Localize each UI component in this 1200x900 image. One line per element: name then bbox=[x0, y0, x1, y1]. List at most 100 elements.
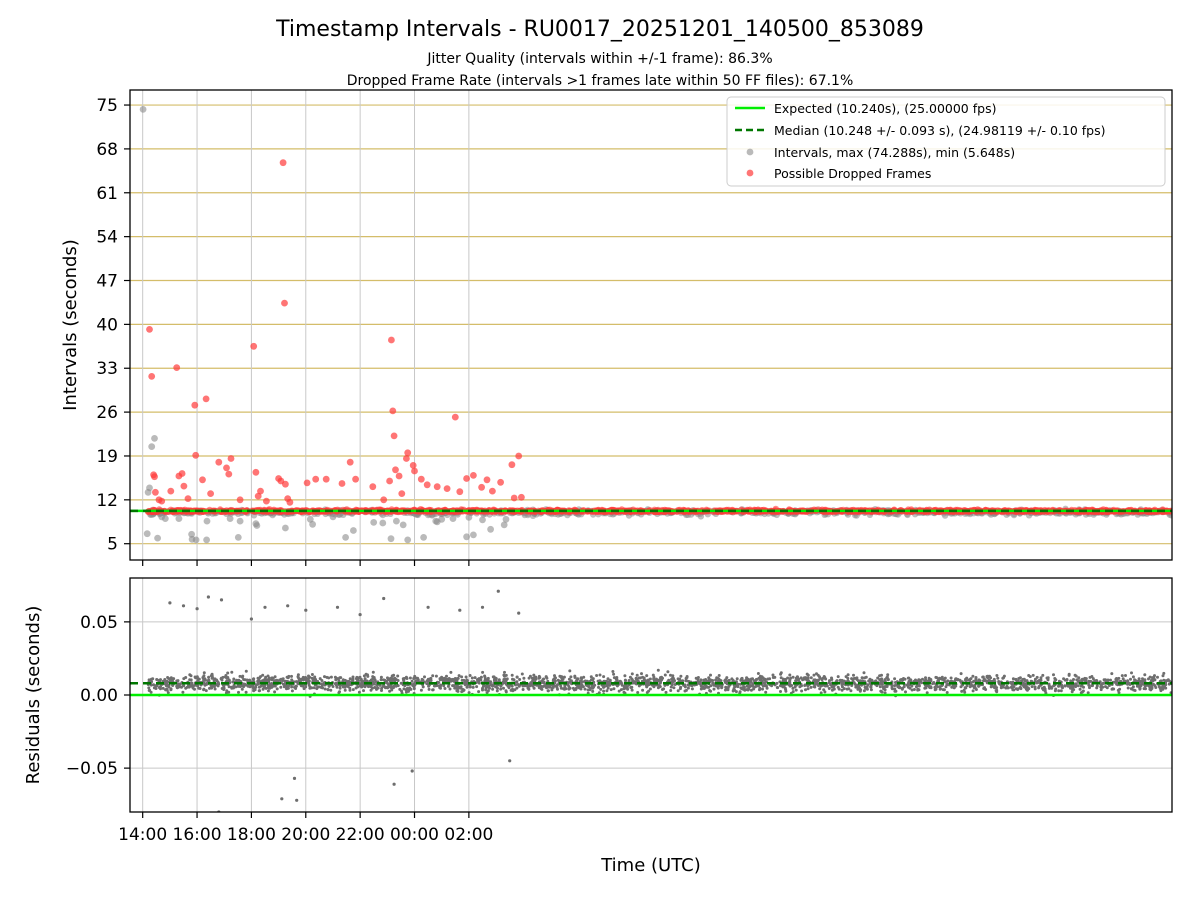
residual-point bbox=[312, 686, 316, 690]
residual-point bbox=[546, 684, 549, 688]
residual-point bbox=[676, 689, 680, 693]
residual-point bbox=[1161, 674, 1165, 678]
residual-point bbox=[513, 688, 517, 692]
residual-point bbox=[1069, 679, 1073, 683]
dropped-frame-outlier bbox=[146, 326, 153, 333]
residual-point bbox=[973, 686, 977, 690]
residual-point bbox=[969, 677, 973, 681]
residual-point bbox=[794, 679, 798, 683]
residual-point bbox=[1152, 682, 1155, 686]
residual-point bbox=[551, 678, 555, 682]
residual-point bbox=[225, 689, 229, 693]
dropped-frame-outlier bbox=[167, 487, 175, 495]
residual-point bbox=[1124, 674, 1127, 677]
residual-point bbox=[1091, 677, 1095, 681]
residual-point bbox=[338, 676, 342, 680]
residual-point bbox=[325, 675, 329, 679]
residual-point bbox=[858, 679, 862, 683]
residual-point bbox=[1144, 687, 1147, 691]
residual-point bbox=[372, 677, 376, 681]
residual-point bbox=[1083, 676, 1087, 680]
residual-point bbox=[679, 674, 683, 678]
residual-point bbox=[169, 676, 173, 680]
dropped-frame-outlier bbox=[223, 464, 230, 472]
interval-outlier bbox=[438, 515, 446, 523]
residual-point bbox=[899, 678, 902, 682]
residual-point bbox=[307, 677, 310, 680]
residual-point bbox=[502, 686, 505, 690]
residual-point bbox=[196, 676, 199, 680]
residual-point bbox=[521, 688, 525, 691]
residual-point bbox=[256, 681, 260, 685]
residual-point bbox=[669, 689, 673, 692]
residual-point bbox=[449, 678, 453, 681]
residual-point bbox=[299, 679, 303, 682]
residual-point bbox=[974, 676, 978, 679]
residual-point bbox=[813, 678, 817, 682]
residual-point bbox=[413, 676, 416, 680]
residual-point bbox=[545, 676, 549, 680]
residual-point bbox=[758, 674, 762, 678]
residual-point bbox=[271, 684, 275, 688]
residual-point bbox=[361, 680, 364, 684]
residual-point bbox=[170, 679, 174, 683]
residual-point bbox=[821, 676, 825, 680]
residual-point bbox=[307, 674, 310, 678]
residual-point bbox=[468, 674, 472, 677]
residual-point bbox=[243, 678, 247, 682]
residual-point bbox=[647, 678, 650, 682]
dropped-frame-outlier bbox=[250, 342, 258, 350]
dropped-frame-outlier bbox=[470, 472, 477, 479]
residual-point bbox=[745, 684, 749, 688]
residual-point bbox=[971, 674, 975, 678]
residual-point bbox=[996, 676, 1000, 680]
interval-outlier bbox=[500, 521, 508, 529]
residual-point bbox=[366, 674, 370, 678]
residual-point bbox=[605, 684, 609, 688]
residual-point bbox=[882, 687, 886, 691]
residual-point bbox=[636, 691, 640, 694]
residual-point bbox=[341, 685, 345, 689]
residual-point bbox=[251, 685, 255, 689]
dropped-frame-outlier bbox=[257, 487, 264, 495]
interval-outlier bbox=[420, 534, 427, 541]
residual-point bbox=[984, 688, 988, 691]
residual-point bbox=[348, 686, 352, 690]
residual-point bbox=[724, 688, 727, 692]
residual-point bbox=[523, 684, 527, 688]
residual-point bbox=[335, 681, 339, 685]
residual-point bbox=[1150, 678, 1153, 682]
residual-point bbox=[481, 670, 485, 674]
dropped-frame-outlier bbox=[252, 468, 260, 476]
residual-point bbox=[910, 688, 914, 692]
residual-point bbox=[1011, 677, 1015, 681]
residual-point bbox=[532, 673, 536, 677]
residual-point bbox=[564, 687, 568, 691]
residual-point bbox=[279, 685, 283, 689]
residual-point bbox=[273, 684, 277, 688]
residual-point bbox=[1110, 672, 1114, 676]
residual-point bbox=[709, 673, 712, 677]
residual-point bbox=[1129, 687, 1133, 691]
residual-point bbox=[404, 690, 408, 694]
residual-point bbox=[789, 676, 793, 680]
residual-point bbox=[827, 687, 831, 690]
residual-point bbox=[1133, 678, 1137, 682]
residual-point bbox=[1141, 677, 1144, 681]
residual-point bbox=[386, 676, 389, 680]
residual-point bbox=[918, 678, 922, 682]
residual-point bbox=[499, 684, 503, 688]
residual-point bbox=[148, 688, 152, 692]
residual-point bbox=[819, 691, 823, 695]
residual-point bbox=[337, 691, 341, 695]
residual-point bbox=[373, 686, 377, 689]
residual-point bbox=[1077, 676, 1081, 680]
residual-point bbox=[658, 681, 662, 685]
residual-point bbox=[645, 674, 649, 678]
residual-point bbox=[238, 674, 242, 678]
residual-point bbox=[181, 690, 185, 694]
residual-point bbox=[224, 674, 228, 677]
residual-point bbox=[1126, 681, 1130, 685]
residual-point bbox=[1057, 689, 1061, 693]
